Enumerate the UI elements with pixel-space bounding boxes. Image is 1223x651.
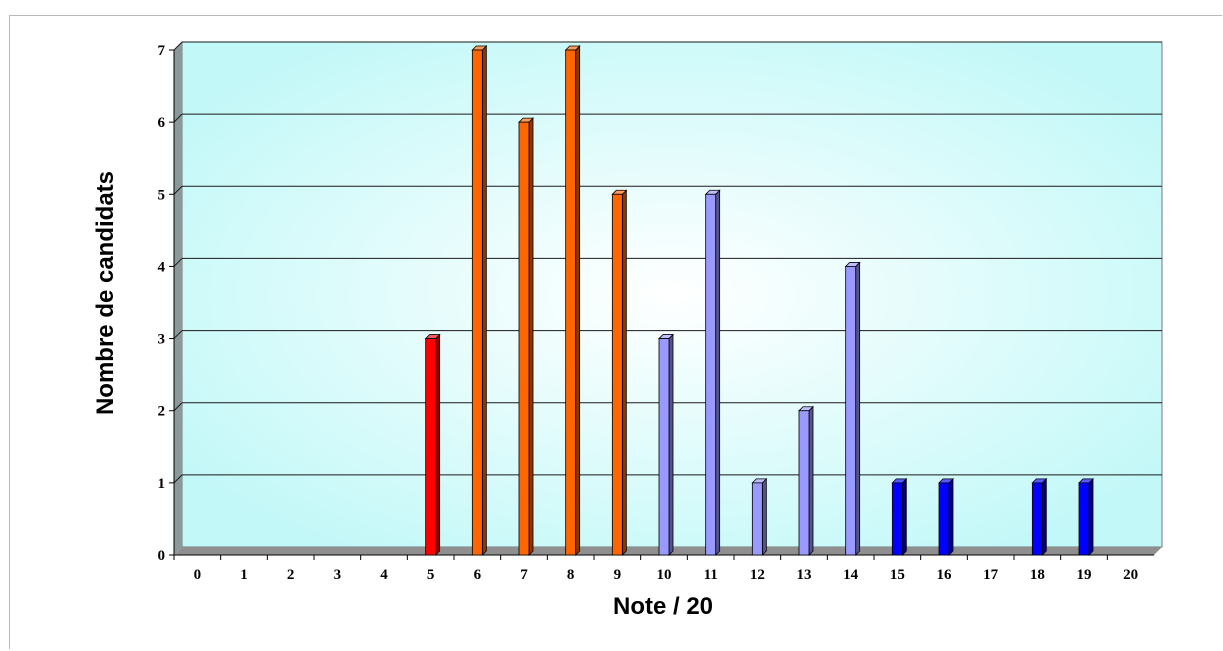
bar-side: [715, 189, 721, 556]
x-tick-label: 15: [890, 567, 905, 583]
bar-front: [658, 338, 670, 556]
x-tick-label: 3: [334, 567, 342, 583]
bar-front: [845, 266, 857, 556]
bar: [1031, 477, 1048, 556]
bar-side: [668, 333, 674, 556]
bar-side: [1041, 477, 1047, 556]
bar: [564, 45, 581, 556]
bar-side: [808, 405, 814, 556]
bar-side: [855, 261, 861, 556]
x-tick-label: 5: [427, 567, 435, 583]
bar-front: [798, 410, 810, 556]
x-tick-label: 19: [1077, 567, 1092, 583]
x-axis-title: Note / 20: [613, 593, 713, 620]
x-tick-label: 1: [240, 567, 248, 583]
x-tick-label: 20: [1123, 567, 1138, 583]
y-tick-label: 0: [158, 548, 166, 564]
x-tick-label: 11: [704, 567, 718, 583]
gridline-side: [173, 402, 183, 412]
y-tick-label: 3: [158, 332, 166, 348]
x-tick-label: 10: [657, 567, 672, 583]
bar-front: [471, 49, 483, 556]
bar: [891, 477, 908, 556]
x-tick-label: 4: [380, 567, 388, 583]
x-tick-label: 17: [983, 567, 999, 583]
y-tick-label: 5: [158, 187, 166, 203]
bar-front: [425, 338, 437, 556]
bar-side: [901, 477, 907, 556]
bar: [938, 477, 954, 556]
bar-front: [938, 482, 950, 556]
bar-side: [528, 117, 534, 556]
x-tick-label: 8: [567, 567, 575, 583]
y-tick-label: 2: [158, 404, 166, 420]
x-tick-label: 7: [520, 567, 528, 583]
bar-side: [761, 477, 767, 556]
chart-frame: [9, 15, 1222, 649]
bar: [518, 117, 534, 556]
bar-side: [575, 45, 581, 556]
x-tick-label: 13: [797, 567, 812, 583]
x-tick-label: 9: [614, 567, 622, 583]
gridline-side: [173, 185, 183, 195]
y-tick-label: 1: [158, 476, 166, 492]
y-tick-label: 7: [158, 43, 166, 59]
bar-front: [705, 193, 717, 556]
x-tick-label: 16: [937, 567, 953, 583]
bar-front: [1078, 482, 1090, 556]
x-tick-label: 0: [194, 567, 202, 583]
bar: [704, 189, 721, 556]
y-tick-label: 6: [158, 115, 166, 131]
y-axis-title: Nombre de candidats: [92, 171, 119, 415]
gridline-side: [173, 113, 183, 123]
gridline-side: [173, 258, 183, 267]
bar: [1078, 477, 1094, 556]
x-tick-label: 2: [287, 567, 295, 583]
bar-front: [611, 193, 623, 556]
x-tick-label: 12: [750, 567, 765, 583]
bar: [658, 333, 674, 556]
bar-side: [435, 333, 441, 556]
gridline-side: [173, 41, 183, 51]
bar-front: [1031, 482, 1043, 556]
gridline-side: [173, 330, 183, 339]
bar-side: [1088, 477, 1094, 556]
x-tick-label: 6: [474, 567, 482, 583]
bar-front: [518, 121, 530, 556]
bar: [751, 477, 768, 556]
side-wall: [174, 42, 182, 555]
bar-front: [751, 482, 763, 556]
bar-side: [948, 477, 954, 556]
bar-front: [891, 482, 903, 556]
gridline-side: [173, 474, 183, 484]
y-tick-label: 4: [158, 259, 166, 275]
bar-side: [621, 189, 627, 556]
x-tick-label: 18: [1030, 567, 1045, 583]
bar: [844, 261, 861, 556]
bar: [471, 45, 488, 556]
bar: [611, 189, 628, 556]
bar-front: [565, 49, 577, 556]
bar: [424, 333, 441, 556]
bar-side: [481, 45, 487, 556]
x-tick-label: 14: [843, 567, 859, 583]
bar: [798, 405, 814, 556]
